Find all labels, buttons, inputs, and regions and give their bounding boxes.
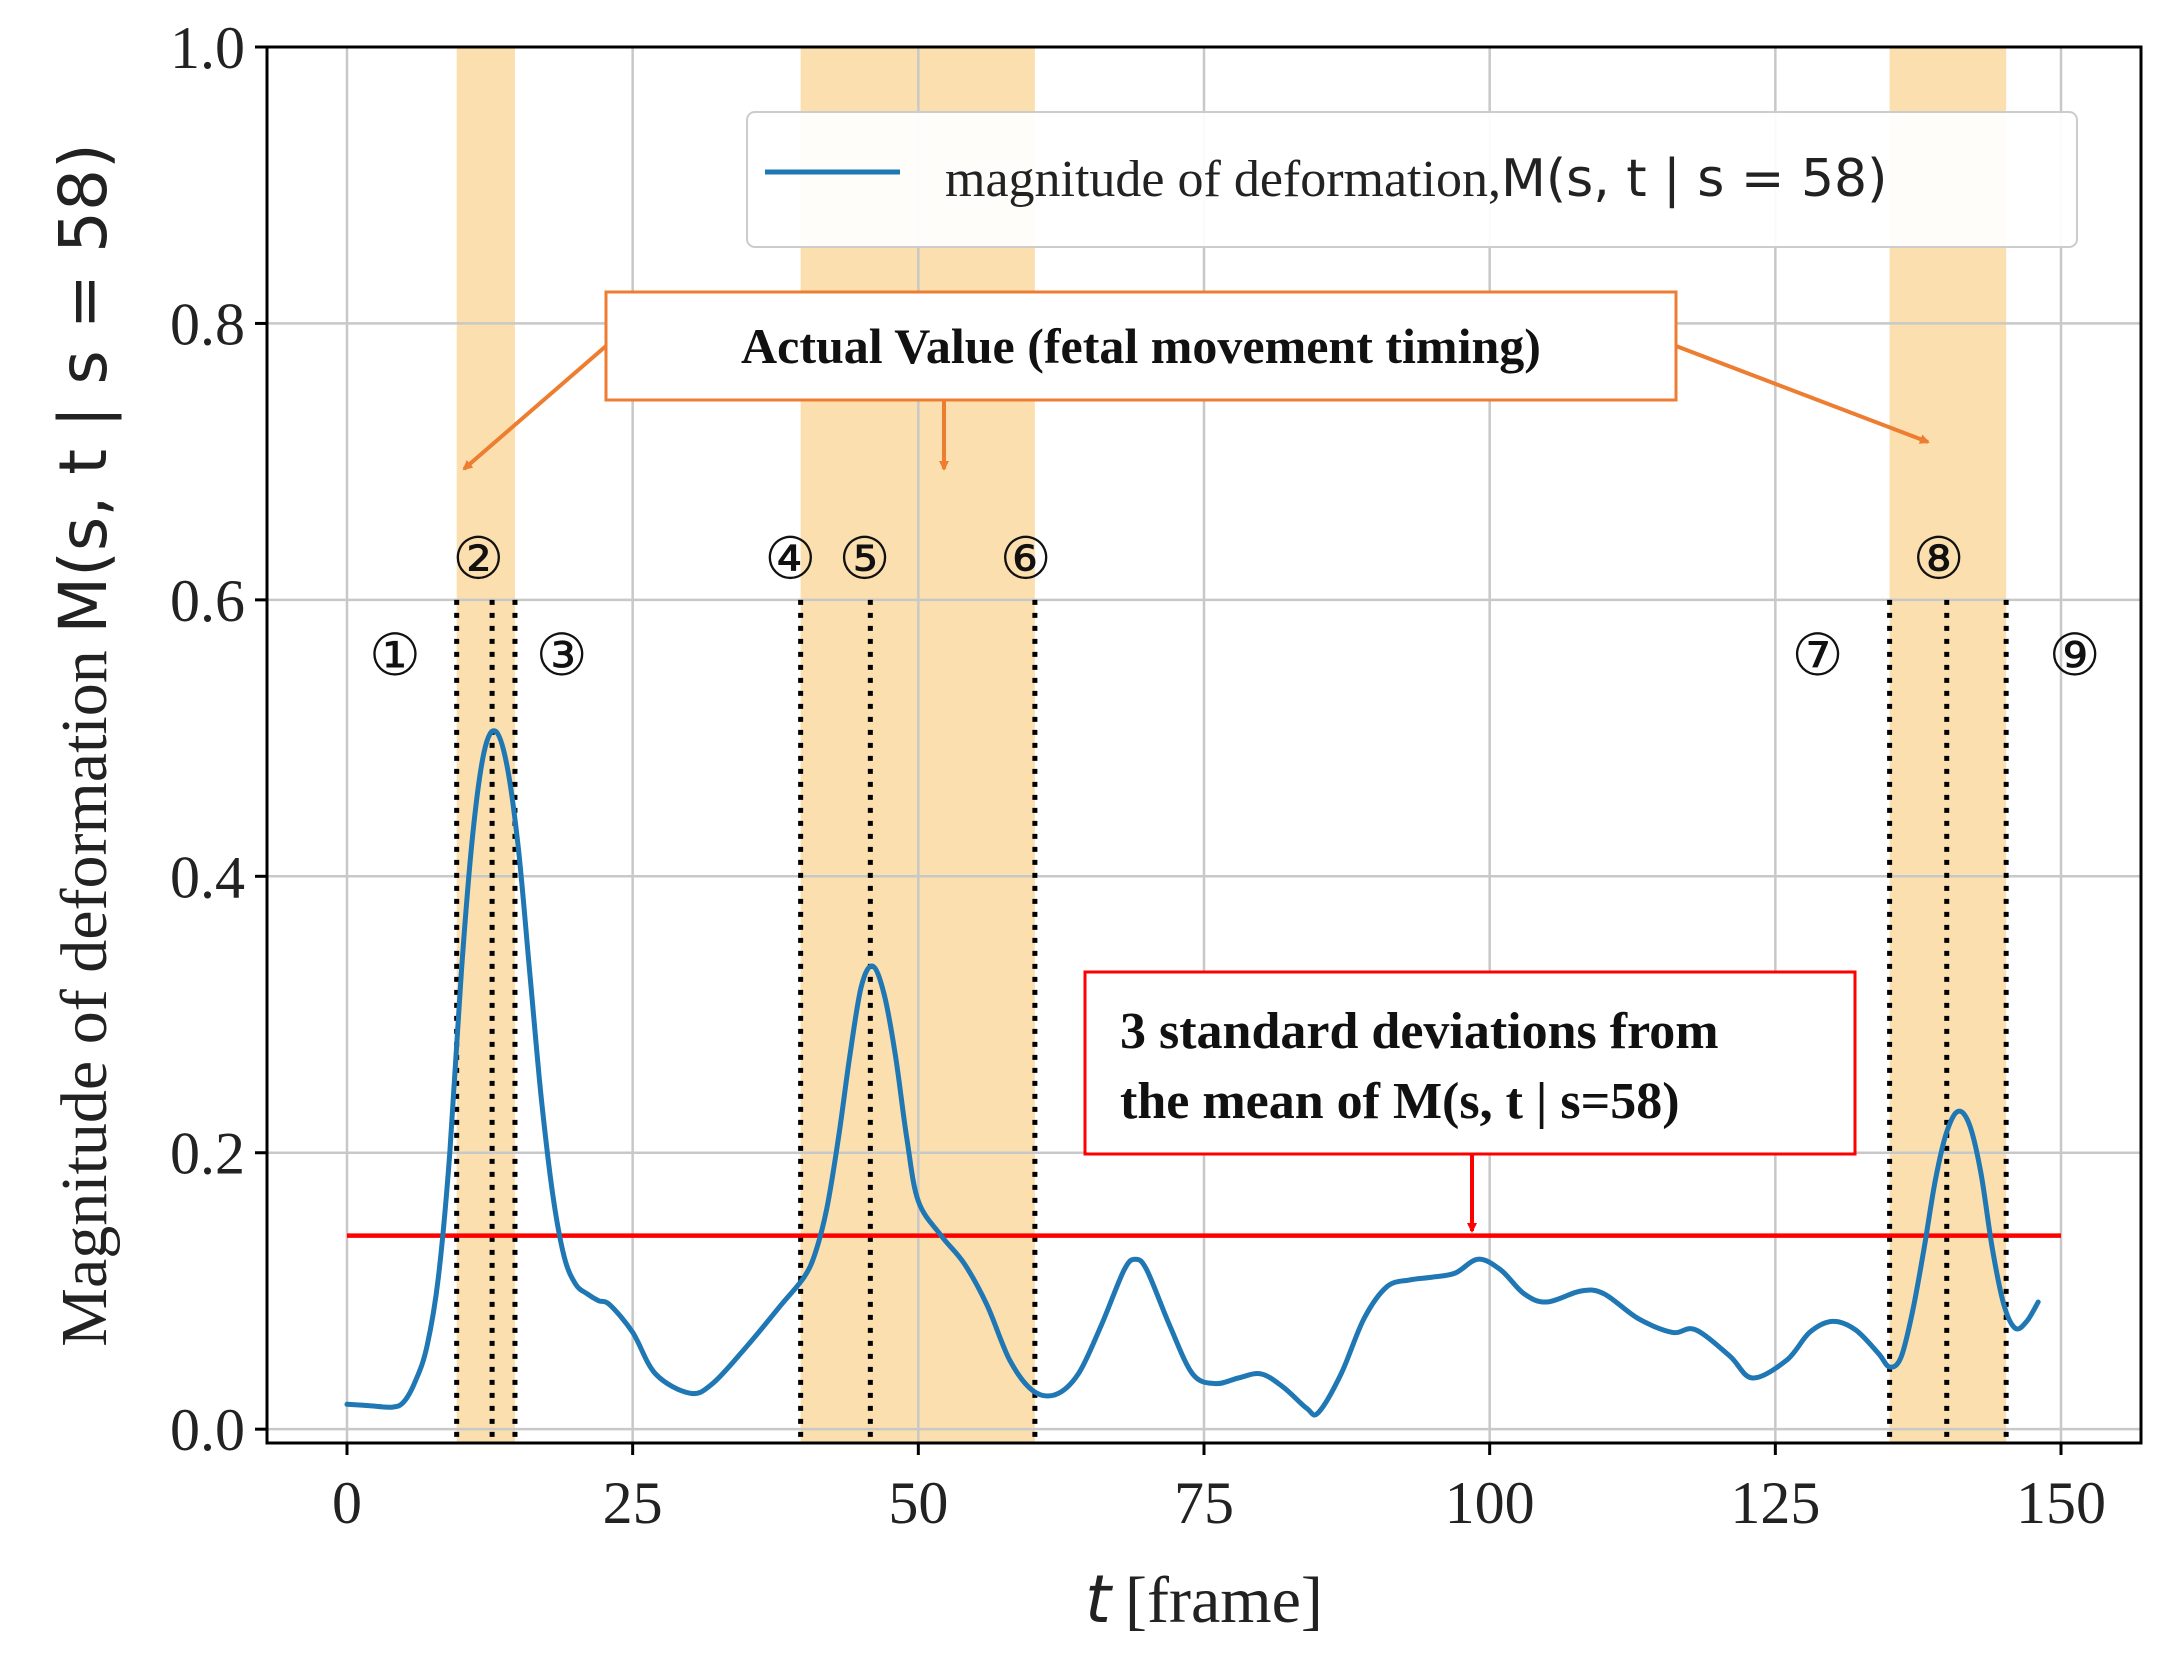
std-label-line2: the mean of M(s, t | s=58) (1120, 1073, 1680, 1130)
event-marker-1: ① (369, 621, 421, 689)
x-tick-label: 50 (888, 1470, 948, 1536)
y-tick-label: 0.4 (170, 844, 245, 910)
event-marker-3: ③ (536, 621, 588, 689)
series-line-1 (344, 728, 2041, 1418)
actual-value-box (604, 290, 1678, 402)
x-tick-label: 100 (1445, 1470, 1535, 1536)
legend-label: magnitude of deformation,M(s, t | s = 58… (945, 149, 1887, 209)
y-ticks: 0.0 0.2 0.4 0.6 0.8 1.0 (170, 15, 267, 1463)
legend-label-text: magnitude of deformation, (945, 151, 1501, 208)
event-marker-2: ② (452, 524, 504, 592)
series-group (344, 728, 2041, 1418)
y-tick-label: 0.8 (170, 291, 245, 357)
std-annotation: 3 standard deviations from the mean of M… (1083, 970, 1857, 1233)
std-box (1083, 970, 1857, 1156)
x-axis-label: t [frame] (1085, 1561, 1323, 1638)
x-axis-label-unit: [frame] (1125, 1564, 1323, 1637)
y-tick-label: 1.0 (170, 15, 245, 81)
actual-value-arrow-left (462, 344, 608, 471)
legend-box (746, 111, 2078, 248)
actual-value-annotation: Actual Value (fetal movement timing) (462, 290, 1930, 471)
y-tick-label: 0.0 (170, 1397, 245, 1463)
x-tick-label: 75 (1174, 1470, 1234, 1536)
x-tick-label: 150 (2016, 1470, 2106, 1536)
x-ticks: 0 25 50 75 100 125 150 (332, 1443, 2106, 1536)
actual-value-label: Actual Value (fetal movement timing) (741, 318, 1541, 374)
event-marker-5: ⑤ (839, 524, 891, 592)
x-tick-label: 0 (332, 1470, 362, 1536)
event-marker-7: ⑦ (1792, 621, 1844, 689)
movement-boundary-lines (454, 599, 2009, 1443)
event-marker-8: ⑧ (1913, 524, 1965, 592)
event-marker-6: ⑥ (1000, 524, 1052, 592)
event-marker-9: ⑨ (2049, 621, 2101, 689)
y-axis-label-math: M(s, t | s = 58) (45, 143, 122, 634)
x-tick-label: 25 (603, 1470, 663, 1536)
std-label-line1: 3 standard deviations from (1120, 1003, 1719, 1060)
y-axis-label-text: Magnitude of deformation (48, 634, 121, 1347)
x-axis-label-var: t (1085, 1561, 1113, 1638)
y-tick-label: 0.6 (170, 568, 245, 634)
x-tick-label: 125 (1730, 1470, 1820, 1536)
actual-value-arrow-right (1675, 344, 1930, 444)
y-axis-label: Magnitude of deformation M(s, t | s = 58… (45, 143, 122, 1346)
event-marker-4: ④ (764, 524, 816, 592)
event-markers: ①②③ ④ ⑤ ⑥ ⑦ ⑧ ⑨ (369, 524, 2101, 689)
legend-label-math: M(s, t | s = 58) (1501, 149, 1887, 209)
legend: magnitude of deformation,M(s, t | s = 58… (746, 111, 2078, 248)
y-tick-label: 0.2 (170, 1121, 245, 1187)
